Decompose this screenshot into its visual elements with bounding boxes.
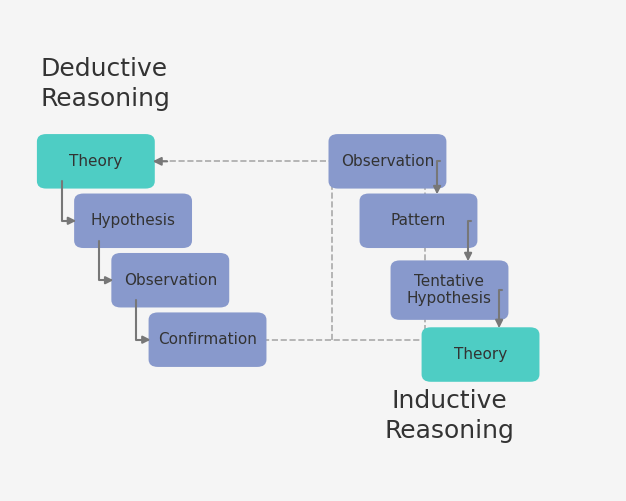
Text: Theory: Theory (69, 154, 123, 169)
FancyBboxPatch shape (421, 327, 540, 382)
Text: Inductive
Reasoning: Inductive Reasoning (384, 389, 515, 443)
FancyBboxPatch shape (111, 253, 229, 308)
Text: Confirmation: Confirmation (158, 332, 257, 347)
FancyBboxPatch shape (148, 313, 267, 367)
FancyBboxPatch shape (359, 193, 478, 248)
FancyBboxPatch shape (37, 134, 155, 188)
Text: Observation: Observation (124, 273, 217, 288)
Text: Observation: Observation (341, 154, 434, 169)
FancyBboxPatch shape (74, 193, 192, 248)
Text: Theory: Theory (454, 347, 507, 362)
FancyBboxPatch shape (391, 261, 508, 320)
Text: Hypothesis: Hypothesis (91, 213, 175, 228)
FancyBboxPatch shape (329, 134, 446, 188)
Text: Deductive
Reasoning: Deductive Reasoning (40, 57, 170, 111)
Text: Tentative
Hypothesis: Tentative Hypothesis (407, 274, 492, 306)
Text: Pattern: Pattern (391, 213, 446, 228)
